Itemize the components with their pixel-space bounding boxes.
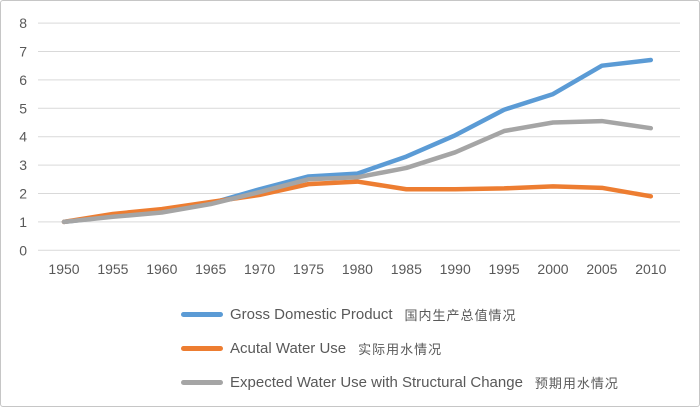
legend-item-gdp: Gross Domestic Product 国内生产总值情况: [181, 305, 699, 324]
series-line-expected-water-use-with-structural-change: [61, 118, 654, 225]
y-axis-label-3: 3: [19, 157, 27, 173]
x-axis-label-2005: 2005: [586, 261, 617, 277]
series-line-acutal-water-use: [61, 179, 654, 225]
legend-label-expected-water-use: Expected Water Use with Structural Chang…: [230, 374, 523, 391]
y-axis-label-2: 2: [19, 186, 27, 202]
y-axis-label-7: 7: [19, 44, 27, 60]
x-axis-label-1995: 1995: [489, 261, 520, 277]
legend-item-expected-water-use: Expected Water Use with Structural Chang…: [181, 373, 699, 392]
x-axis-label-1985: 1985: [391, 261, 422, 277]
x-axis-label-1955: 1955: [97, 261, 128, 277]
x-axis-label-1980: 1980: [342, 261, 373, 277]
y-axis-label-4: 4: [19, 129, 27, 145]
line-chart-plot: 0 1 2 3 4 5 6 7 8 1950 1955 1960 1965 1970 1975 1980 198…: [19, 15, 680, 277]
legend-label-actual-water-use-zh: 实际用水情况: [358, 342, 443, 357]
legend-label-actual-water-use: Acutal Water Use: [230, 340, 347, 357]
legend-label-expected-water-use-zh: 预期用水情况: [534, 376, 619, 391]
y-axis-label-8: 8: [19, 15, 27, 31]
y-axis-label-5: 5: [19, 100, 27, 116]
legend-label-gdp-zh: 国内生产总值情况: [404, 308, 517, 323]
y-axis-label-0: 0: [19, 242, 27, 258]
chart-legend: Gross Domestic Product 国内生产总值情况 Acutal W…: [181, 305, 699, 392]
legend-swatch-gdp-line: [181, 312, 223, 317]
y-axis-label-6: 6: [19, 72, 27, 88]
x-axis-label-1960: 1960: [146, 261, 177, 277]
x-axis-label-1970: 1970: [244, 261, 275, 277]
x-axis-label-1990: 1990: [440, 261, 471, 277]
legend-label-gdp: Gross Domestic Product: [230, 306, 393, 323]
series-line-gross-domestic-product: [61, 57, 654, 225]
x-axis-label-2000: 2000: [537, 261, 568, 277]
x-axis-label-1950: 1950: [48, 261, 79, 277]
x-axis-label-2010: 2010: [635, 261, 666, 277]
legend-swatch-actual-water-use-line: [181, 346, 223, 351]
legend-item-actual-water-use: Acutal Water Use 实际用水情况: [181, 339, 699, 358]
x-axis-label-1975: 1975: [293, 261, 324, 277]
y-axis-label-1: 1: [19, 214, 27, 230]
legend-swatch-expected-water-use-line: [181, 380, 223, 385]
x-axis-label-1965: 1965: [195, 261, 226, 277]
